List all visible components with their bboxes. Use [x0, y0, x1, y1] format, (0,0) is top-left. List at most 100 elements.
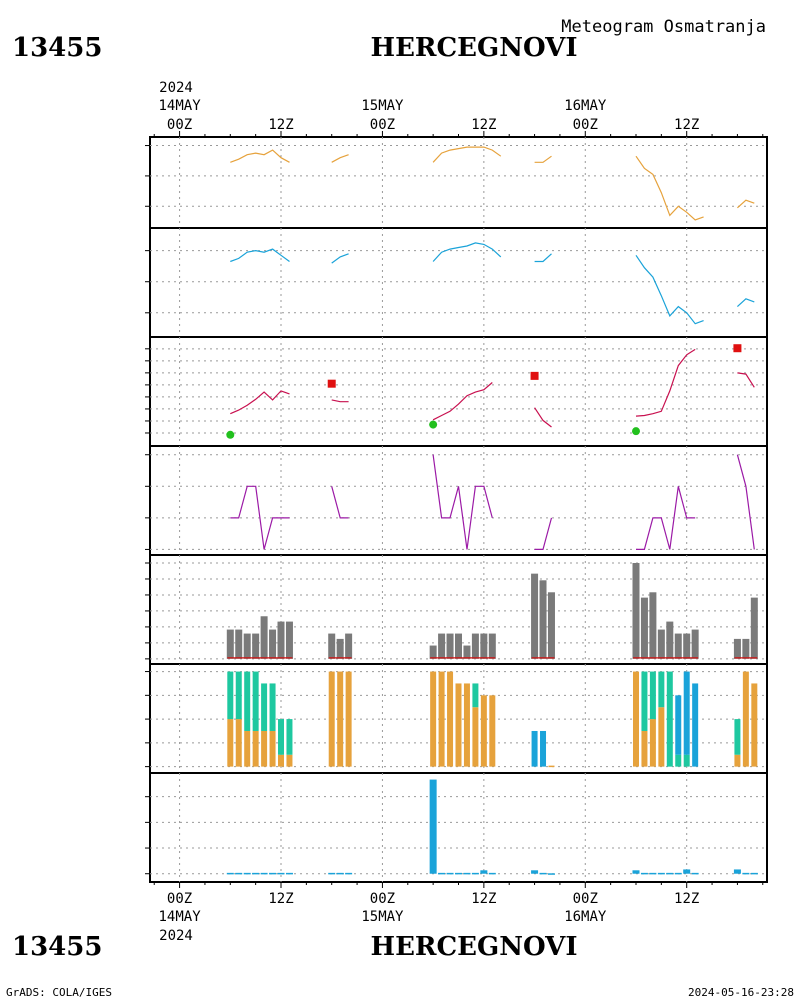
panel-temperature	[145, 336, 768, 447]
date-label-bottom: 16MAY	[564, 909, 607, 925]
wind-direction-bar	[455, 633, 462, 659]
cloud-low-bar	[227, 719, 234, 767]
station_pressure-series-line	[534, 155, 552, 163]
cloud-mid-bar	[658, 671, 665, 708]
precipitation-bar	[531, 870, 539, 874]
plot-area	[230, 454, 755, 551]
reduced_pressure-series-line	[736, 298, 755, 308]
precipitation-bar	[336, 872, 344, 875]
station-name-top: HERCEGNOVI	[371, 33, 578, 63]
station-id-bottom: 13455	[12, 932, 102, 962]
time-label-top: 12Z	[674, 117, 699, 133]
reduced_pressure-series-line	[331, 253, 349, 264]
wind-direction-bar	[260, 616, 268, 659]
time-label-top: 12Z	[471, 117, 496, 133]
precipitation-bar	[260, 872, 268, 875]
cloud-low-bar	[286, 754, 293, 767]
time-label-bottom: 00Z	[167, 891, 192, 907]
cloud-mid-bar	[666, 671, 673, 767]
precipitation-bar	[277, 872, 285, 875]
reduced_pressure-series-line	[432, 242, 502, 262]
cloud-low-bar	[734, 754, 741, 767]
cloud-high-bar	[540, 730, 547, 767]
temperature-series-line	[534, 407, 552, 428]
wind-direction-bar	[488, 633, 496, 659]
precipitation-bar	[243, 872, 251, 875]
precipitation-bar	[742, 872, 750, 875]
wind-direction-bar	[547, 592, 555, 659]
wind-direction-bar	[657, 629, 665, 659]
precipitation-bar	[657, 872, 665, 875]
station-name-bottom: HERCEGNOVI	[371, 932, 578, 962]
max-temp-marker	[530, 371, 539, 380]
wind-direction-bar	[733, 638, 741, 659]
cloud-mid-bar	[734, 719, 741, 755]
precipitation-bar	[649, 872, 657, 875]
cloud-low-bar	[641, 730, 648, 767]
cloud-low-bar	[658, 707, 665, 767]
cloud-mid-bar	[235, 671, 242, 720]
plot-area	[226, 562, 758, 659]
wind-direction-bar	[252, 633, 260, 659]
wind-direction-bar	[666, 621, 674, 659]
wind-direction-bar	[277, 621, 285, 659]
date-label-top: 14MAY	[159, 98, 202, 114]
cloud-low-bar	[438, 671, 445, 767]
cloud-low-bar	[751, 683, 758, 767]
cloud-mid-bar	[649, 671, 656, 720]
cloud-mid-bar	[269, 683, 276, 731]
cloud-low-bar	[455, 683, 462, 767]
station_pressure-series-line	[230, 149, 290, 163]
wind-direction-bar	[446, 633, 454, 659]
panel-station_pressure	[145, 136, 768, 229]
wind-direction-bar	[640, 597, 648, 659]
cloud-low-bar	[337, 671, 344, 767]
time-label-bottom: 12Z	[268, 891, 293, 907]
wind_speed-series-line	[230, 485, 290, 550]
cloud-low-bar	[430, 671, 437, 767]
min-temp-marker	[226, 430, 235, 439]
wind-direction-bar	[243, 633, 251, 659]
panels	[145, 136, 768, 883]
panel-wind_direction	[145, 554, 768, 665]
min-temp-marker	[631, 427, 640, 436]
precipitation-bar	[226, 872, 234, 875]
station_pressure-series-line	[737, 199, 755, 209]
precipitation-bar	[691, 872, 699, 875]
cloud-low-bar	[480, 695, 487, 767]
date-label-bottom: 15MAY	[361, 909, 404, 925]
cloud-zero-bar	[548, 765, 555, 768]
temperature-series-line	[635, 348, 696, 417]
panel-frame	[149, 336, 768, 447]
precipitation-bar	[345, 872, 353, 875]
panel-frame	[149, 772, 768, 883]
cloud-low-bar	[345, 671, 352, 767]
wind-direction-bar	[345, 633, 353, 659]
time-label-bottom: 00Z	[370, 891, 395, 907]
station-id-top: 13455	[12, 33, 102, 63]
wind-direction-bar	[429, 645, 437, 659]
precipitation-bar	[235, 872, 243, 875]
reduced_pressure-series-line	[230, 248, 290, 263]
timestamp: 2024-05-16-23:28	[688, 986, 794, 999]
station_pressure-series-line	[331, 154, 349, 163]
wind-direction-bar	[691, 629, 699, 659]
time-label-top: 00Z	[573, 117, 598, 133]
panel-precipitation	[145, 772, 768, 883]
station_pressure-series-line	[432, 146, 502, 163]
cloud-mid-bar	[252, 671, 259, 731]
precipitation-bar	[463, 872, 471, 875]
cloud-high-bar	[692, 683, 699, 767]
meteogram-title: Meteogram Osmatranja	[561, 17, 766, 37]
cloud-mid-bar	[227, 671, 234, 720]
wind-direction-bar	[269, 629, 277, 659]
cloud-low-bar	[261, 730, 268, 767]
precipitation-bar	[269, 872, 277, 875]
panel-cloud_cover	[145, 663, 768, 774]
wind-direction-bar	[674, 633, 682, 659]
cloud-mid-bar	[675, 754, 682, 767]
max-temp-marker	[733, 344, 742, 353]
cloud-low-bar	[463, 683, 470, 767]
date-label-top: 15MAY	[361, 98, 404, 114]
cloud-low-bar	[328, 671, 335, 767]
